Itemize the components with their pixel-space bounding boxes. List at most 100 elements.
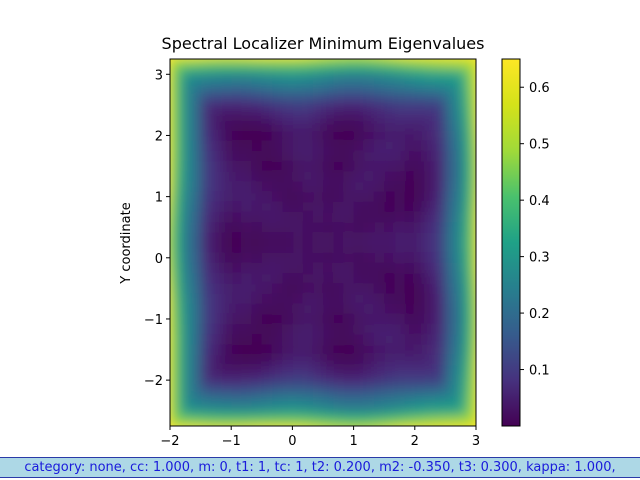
- heatmap-cell: [251, 211, 263, 223]
- x-tick-label: 0: [288, 434, 296, 449]
- heatmap-cell: [455, 293, 467, 305]
- heatmap-cell: [404, 150, 416, 162]
- heatmap-cell: [312, 273, 324, 284]
- heatmap-cell: [272, 222, 283, 233]
- heatmap-cell: [394, 109, 406, 121]
- heatmap-cell: [302, 181, 314, 193]
- heatmap-cell: [425, 426, 436, 437]
- heatmap-cell: [282, 201, 293, 213]
- heatmap-cell: [476, 181, 487, 192]
- heatmap-cell: [404, 313, 416, 325]
- heatmap-cell: [261, 364, 273, 376]
- heatmap-cell: [210, 211, 222, 223]
- heatmap-cell: [190, 313, 202, 325]
- heatmap-cell: [465, 364, 476, 376]
- heatmap-cell: [261, 69, 273, 80]
- x-tick-label: 2: [411, 434, 419, 449]
- heatmap-cell: [180, 375, 191, 386]
- heatmap-cell: [404, 191, 416, 203]
- heatmap-cell: [282, 364, 293, 376]
- heatmap-cell: [333, 273, 344, 284]
- heatmap-cell: [435, 385, 446, 397]
- heatmap-cell: [404, 130, 416, 142]
- heatmap-cell: [210, 140, 222, 152]
- heatmap-cell: [302, 120, 314, 131]
- heatmap-cell: [353, 375, 365, 386]
- heatmap-cell: [241, 334, 253, 346]
- heatmap-cell: [384, 109, 395, 121]
- heatmap-cell: [333, 201, 344, 213]
- heatmap-cell: [384, 201, 395, 213]
- heatmap-cell: [190, 232, 202, 244]
- heatmap-cell: [394, 364, 406, 376]
- heatmap-cell: [425, 415, 436, 426]
- heatmap-cell: [302, 273, 314, 284]
- heatmap-cell: [261, 222, 273, 233]
- heatmap-cell: [170, 293, 181, 305]
- heatmap-cell: [333, 171, 344, 182]
- heatmap-cell: [394, 324, 406, 335]
- heatmap-cell: [292, 242, 304, 254]
- heatmap-cell: [425, 293, 436, 305]
- heatmap-cell: [261, 252, 273, 264]
- heatmap-cell: [343, 273, 355, 284]
- heatmap-cell: [465, 160, 476, 172]
- heatmap-cell: [282, 109, 293, 121]
- heatmap-cell: [343, 120, 355, 131]
- heatmap-cell: [465, 324, 476, 335]
- heatmap-cell: [231, 109, 242, 121]
- heatmap-cell: [404, 375, 416, 386]
- heatmap-cell: [363, 99, 375, 111]
- heatmap-cell: [374, 334, 385, 346]
- heatmap-cell: [455, 334, 467, 346]
- heatmap-cell: [282, 59, 293, 70]
- heatmap-cell: [343, 405, 355, 417]
- heatmap-cell: [170, 171, 181, 182]
- heatmap-cell: [455, 324, 467, 335]
- heatmap-cell: [231, 130, 242, 142]
- heatmap-cell: [170, 99, 181, 111]
- heatmap-cell: [221, 79, 232, 91]
- heatmap-cell: [200, 171, 212, 182]
- heatmap-cell: [251, 303, 263, 315]
- heatmap-cell: [170, 79, 181, 91]
- heatmap-cell: [282, 415, 293, 426]
- heatmap-cell: [221, 354, 232, 366]
- heatmap-cell: [170, 181, 181, 193]
- heatmap-cell: [384, 242, 395, 254]
- heatmap-cell: [312, 181, 324, 193]
- heatmap-cell: [272, 171, 283, 182]
- heatmap-cell: [231, 79, 242, 91]
- heatmap-cell: [180, 262, 191, 274]
- heatmap-cell: [476, 314, 487, 325]
- heatmap-cell: [241, 303, 253, 315]
- heatmap-cell: [210, 89, 222, 101]
- heatmap-cell: [272, 79, 283, 91]
- heatmap-cell: [251, 364, 263, 376]
- heatmap-cell: [363, 344, 375, 356]
- heatmap-cell: [261, 150, 273, 162]
- heatmap-cell: [251, 89, 263, 101]
- heatmap-cell: [312, 354, 324, 366]
- heatmap-cell: [292, 283, 304, 295]
- heatmap-cell: [476, 171, 487, 182]
- heatmap-cell: [404, 252, 416, 264]
- heatmap-cell: [384, 232, 395, 244]
- heatmap-cell: [394, 426, 405, 437]
- heatmap-cell: [241, 375, 253, 386]
- heatmap-cell: [190, 109, 202, 121]
- heatmap-cell: [363, 140, 375, 152]
- heatmap-cell: [333, 140, 344, 152]
- heatmap-cell: [302, 99, 314, 111]
- heatmap-cell: [363, 59, 375, 70]
- heatmap-cell: [180, 109, 191, 121]
- heatmap-cell: [455, 140, 467, 152]
- heatmap-cell: [374, 242, 385, 254]
- heatmap-cell: [353, 201, 365, 213]
- heatmap-cell: [455, 364, 467, 376]
- heatmap-cell: [455, 344, 467, 356]
- heatmap-cell: [455, 69, 467, 80]
- heatmap-cell: [272, 59, 283, 70]
- heatmap-cell: [363, 211, 375, 223]
- heatmap-cell: [190, 130, 202, 142]
